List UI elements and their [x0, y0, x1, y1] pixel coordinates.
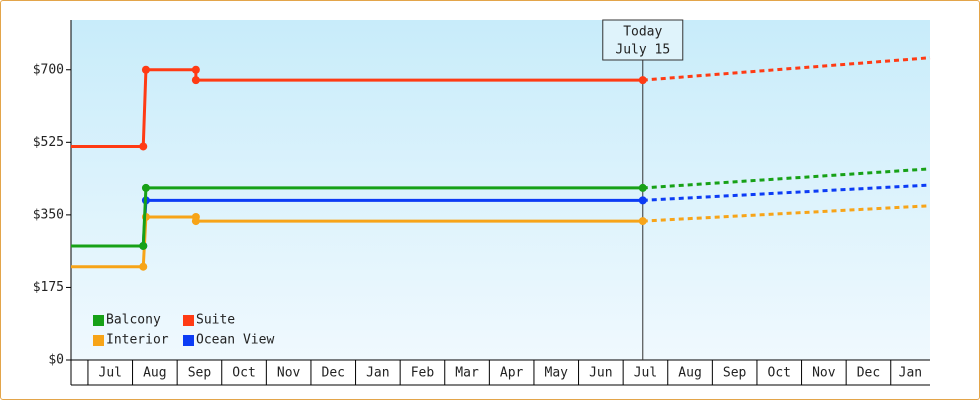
point: [638, 183, 647, 192]
series-line: [71, 68, 643, 148]
point: [638, 217, 647, 226]
y-tick-label: $0: [48, 353, 64, 368]
x-tick-label: Aug: [143, 366, 166, 381]
x-tick-label: Jun: [589, 366, 612, 381]
y-tick-label: $350: [33, 207, 64, 222]
x-tick-label: Aug: [678, 366, 701, 381]
x-tick-label: Oct: [232, 366, 255, 381]
legend-swatch: [183, 315, 194, 326]
annotation-box: [602, 19, 684, 61]
point: [139, 241, 148, 250]
x-tick-label: Dec: [857, 366, 880, 381]
point: [191, 65, 200, 74]
forecast-line: [642, 167, 931, 190]
x-tick-label: Sep: [188, 366, 212, 381]
x-tick-label: Sep: [723, 366, 747, 381]
legend-swatch: [93, 335, 104, 346]
forecast-line: [642, 183, 931, 202]
x-tick-label: Jul: [634, 366, 657, 381]
point: [139, 142, 148, 151]
legend-label: Interior: [106, 333, 169, 348]
x-tick-label: Feb: [411, 366, 435, 381]
point: [191, 217, 200, 226]
series-line: [71, 186, 643, 248]
point: [141, 183, 150, 192]
point: [638, 76, 647, 85]
x-tick-label: Jul: [99, 366, 122, 381]
annotation-text: July 15: [615, 43, 670, 58]
y-tick-label: $525: [33, 135, 64, 150]
legend-swatch: [183, 335, 194, 346]
point: [141, 65, 150, 74]
legend-label: Ocean View: [196, 333, 274, 348]
x-tick-label: Apr: [500, 366, 524, 381]
x-tick-label: Jan: [366, 366, 389, 381]
point: [191, 76, 200, 85]
legend-label: Suite: [196, 313, 235, 328]
annotation-text: Today: [623, 25, 662, 40]
forecast-line: [642, 204, 931, 223]
series-line: [71, 215, 643, 269]
x-tick-label: Dec: [322, 366, 345, 381]
point: [638, 196, 647, 205]
x-tick-label: Nov: [277, 366, 301, 381]
y-tick-label: $700: [33, 62, 64, 77]
legend-label: Balcony: [106, 313, 161, 328]
legend-swatch: [93, 315, 104, 326]
x-tick-label: Jan: [899, 366, 922, 381]
x-tick-label: Nov: [812, 366, 836, 381]
x-tick-label: Mar: [455, 366, 479, 381]
y-tick-label: $175: [33, 280, 64, 295]
point: [139, 262, 148, 271]
x-tick-label: May: [545, 366, 569, 381]
plot-area: [71, 20, 930, 360]
forecast-line: [642, 56, 931, 82]
x-tick-label: Oct: [768, 366, 791, 381]
